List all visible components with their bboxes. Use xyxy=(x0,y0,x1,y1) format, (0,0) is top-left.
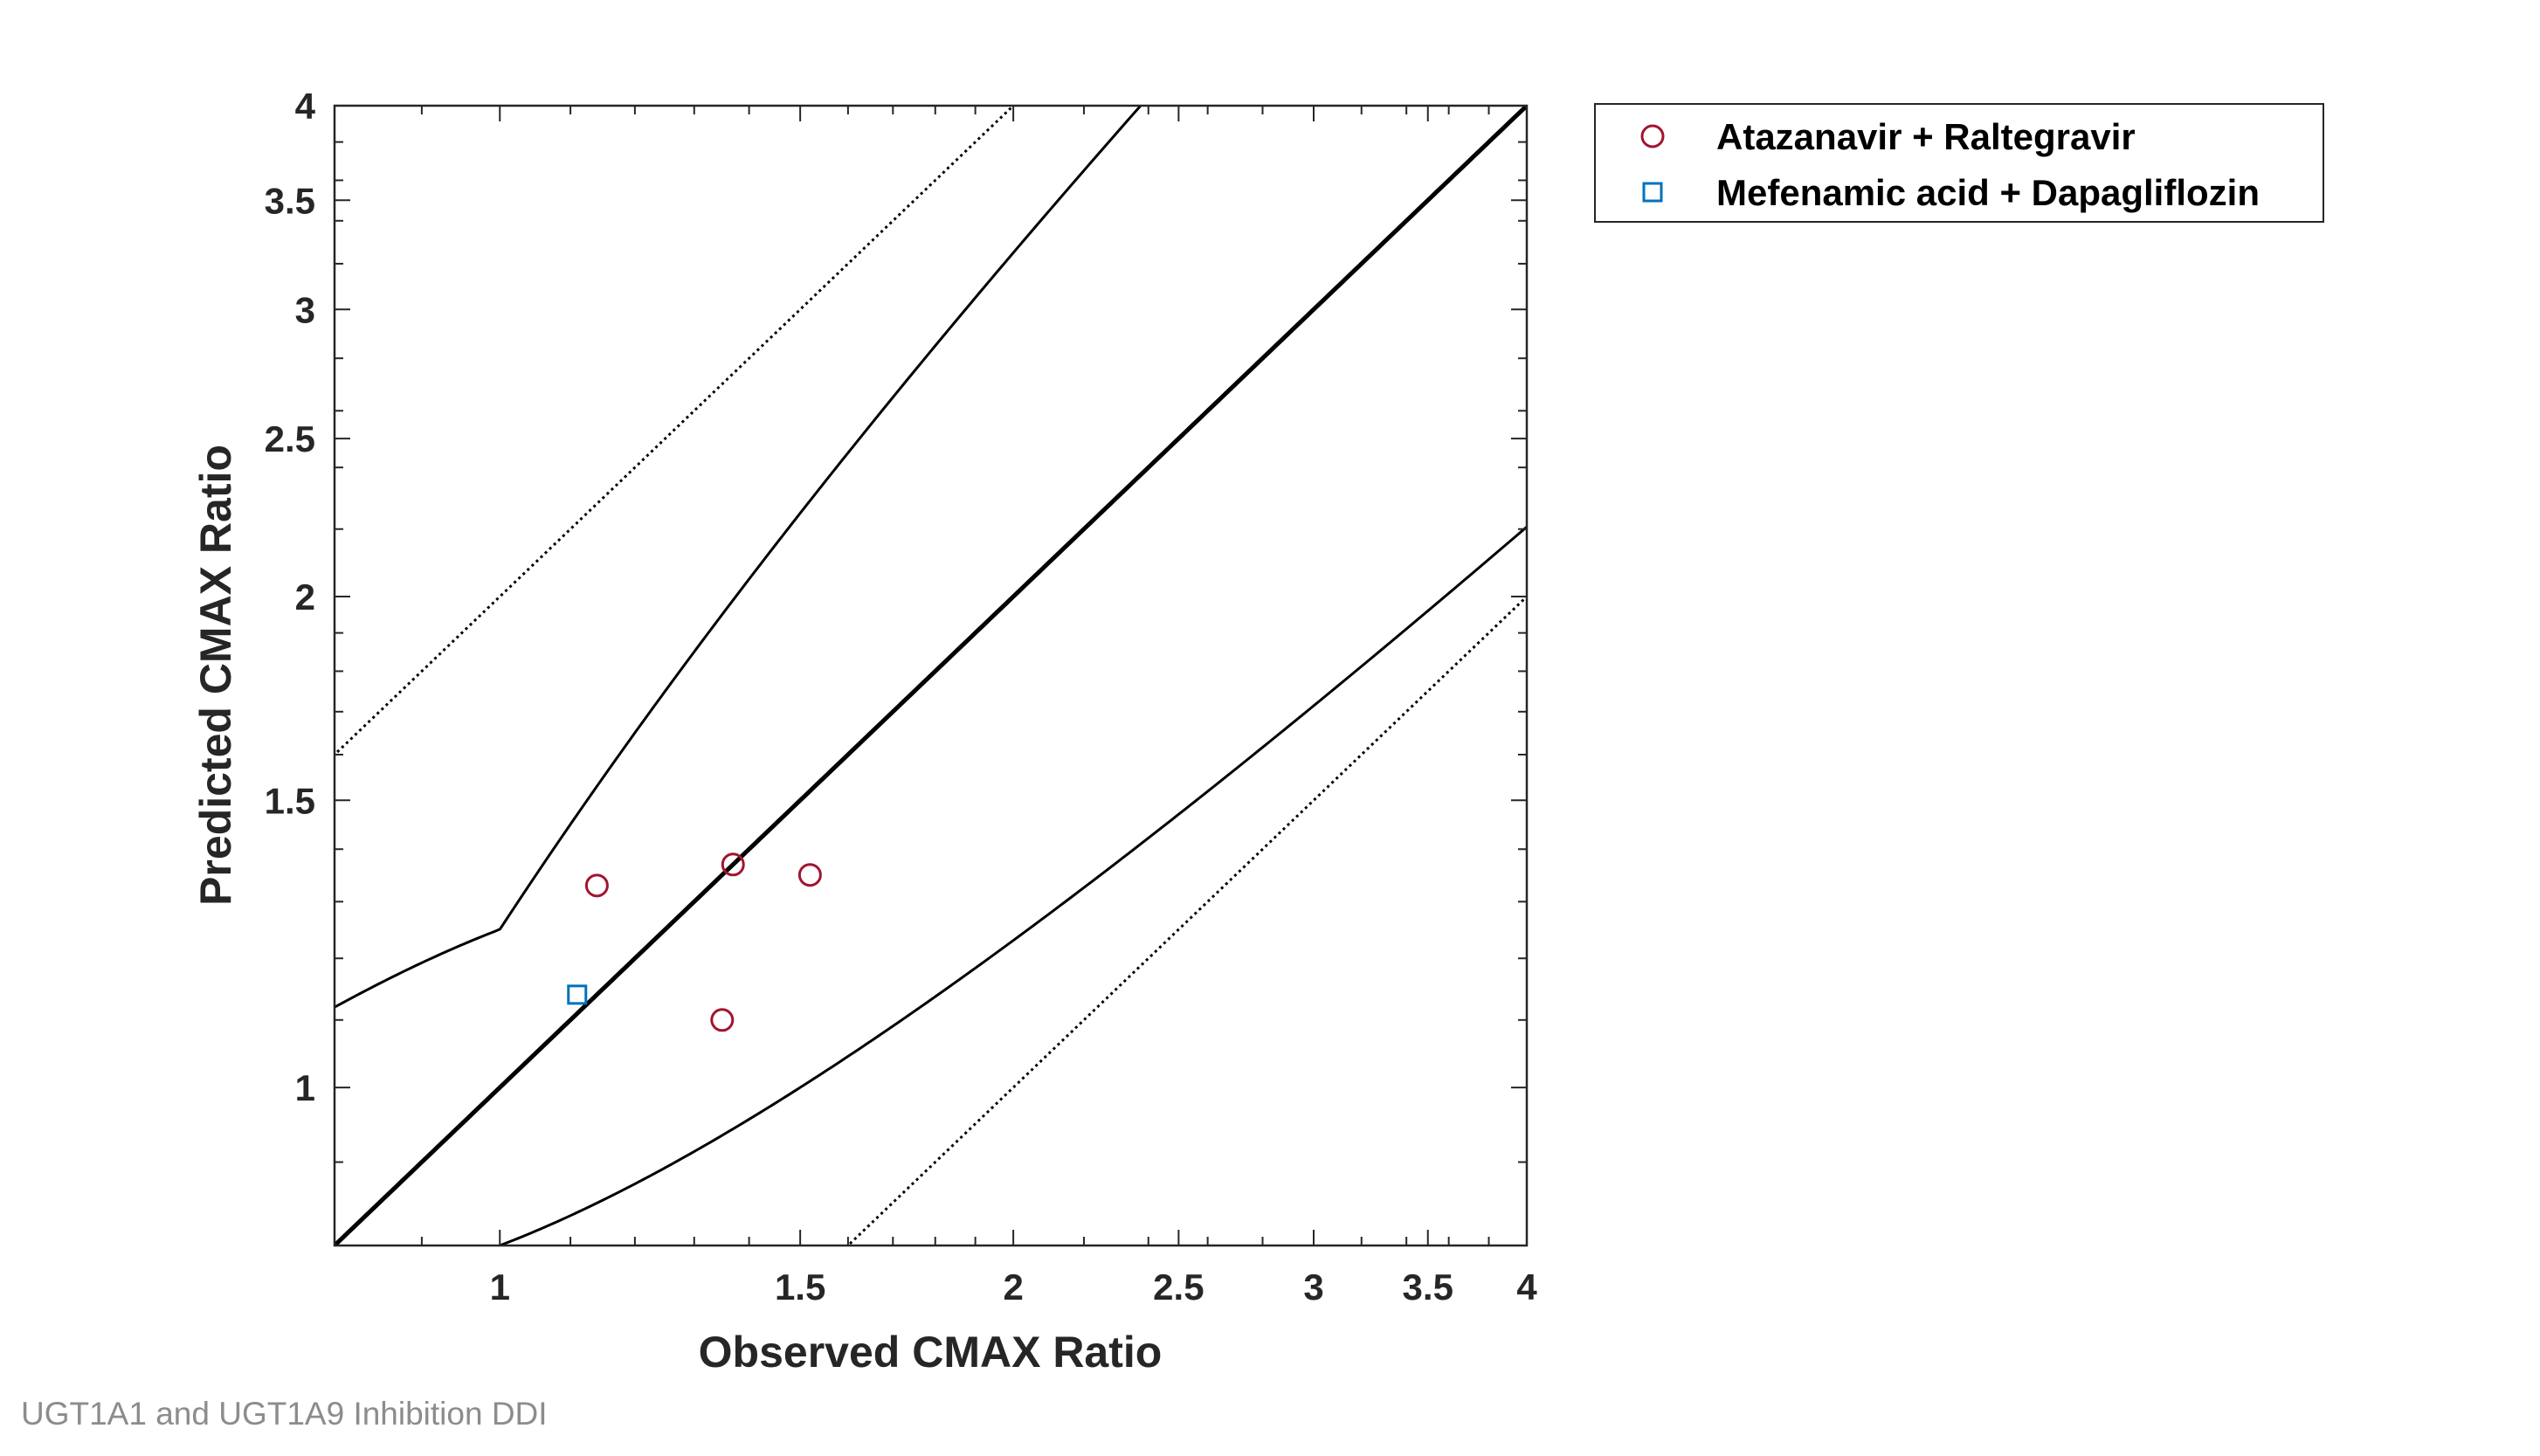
data-point-circle xyxy=(797,863,822,887)
figure-caption: UGT1A1 and UGT1A9 Inhibition DDI xyxy=(21,1396,548,1432)
two-fold-lower-line xyxy=(846,594,1527,1246)
y-tick-label: 2 xyxy=(295,576,315,618)
guest-lower-limit-line xyxy=(498,525,1527,1246)
legend-box xyxy=(1594,103,2324,223)
data-point-square xyxy=(567,984,588,1005)
x-tick-label: 3.5 xyxy=(1403,1266,1453,1308)
y-tick-label: 1.5 xyxy=(265,780,315,821)
two-fold-upper-line xyxy=(335,106,1016,757)
unity-line xyxy=(335,106,1527,1246)
x-tick-labels: 1 1.5 2 2.5 3 3.5 4 xyxy=(490,1266,1538,1308)
axis-ticks xyxy=(334,105,1528,1246)
guest-upper-limit-line xyxy=(335,106,1142,1009)
x-tick-label: 2.5 xyxy=(1153,1266,1204,1308)
y-tick-label: 3.5 xyxy=(265,180,315,221)
legend-marker xyxy=(1642,182,1663,203)
y-tick-labels: 1 1.5 2 2.5 3 3.5 4 xyxy=(265,86,316,1108)
y-tick-label: 2.5 xyxy=(265,418,315,459)
x-tick-label: 2 xyxy=(1003,1266,1023,1308)
y-tick-label: 3 xyxy=(295,289,315,330)
reference-lines xyxy=(335,106,1527,1246)
x-tick-label: 4 xyxy=(1516,1266,1537,1308)
x-tick-label: 3 xyxy=(1303,1266,1323,1308)
x-axis-title: Observed CMAX Ratio xyxy=(699,1328,1163,1377)
legend-label: Mefenamic acid + Dapagliflozin xyxy=(1716,172,2260,213)
data-points xyxy=(567,852,822,1032)
legend-label: Atazanavir + Raltegravir xyxy=(1716,116,2136,157)
data-point-circle xyxy=(584,873,609,898)
legend: Atazanavir + Raltegravir Mefenamic acid +… xyxy=(1594,103,2324,223)
data-point-circle xyxy=(721,852,745,877)
y-tick-label: 4 xyxy=(295,86,316,127)
x-tick-label: 1 xyxy=(490,1266,510,1308)
data-point-circle xyxy=(710,1008,735,1032)
y-tick-label: 1 xyxy=(295,1067,315,1108)
legend-marker xyxy=(1640,124,1665,148)
plot-frame xyxy=(333,104,1529,1247)
x-tick-label: 1.5 xyxy=(775,1266,825,1308)
y-axis-title: Predicted CMAX Ratio xyxy=(191,445,240,906)
